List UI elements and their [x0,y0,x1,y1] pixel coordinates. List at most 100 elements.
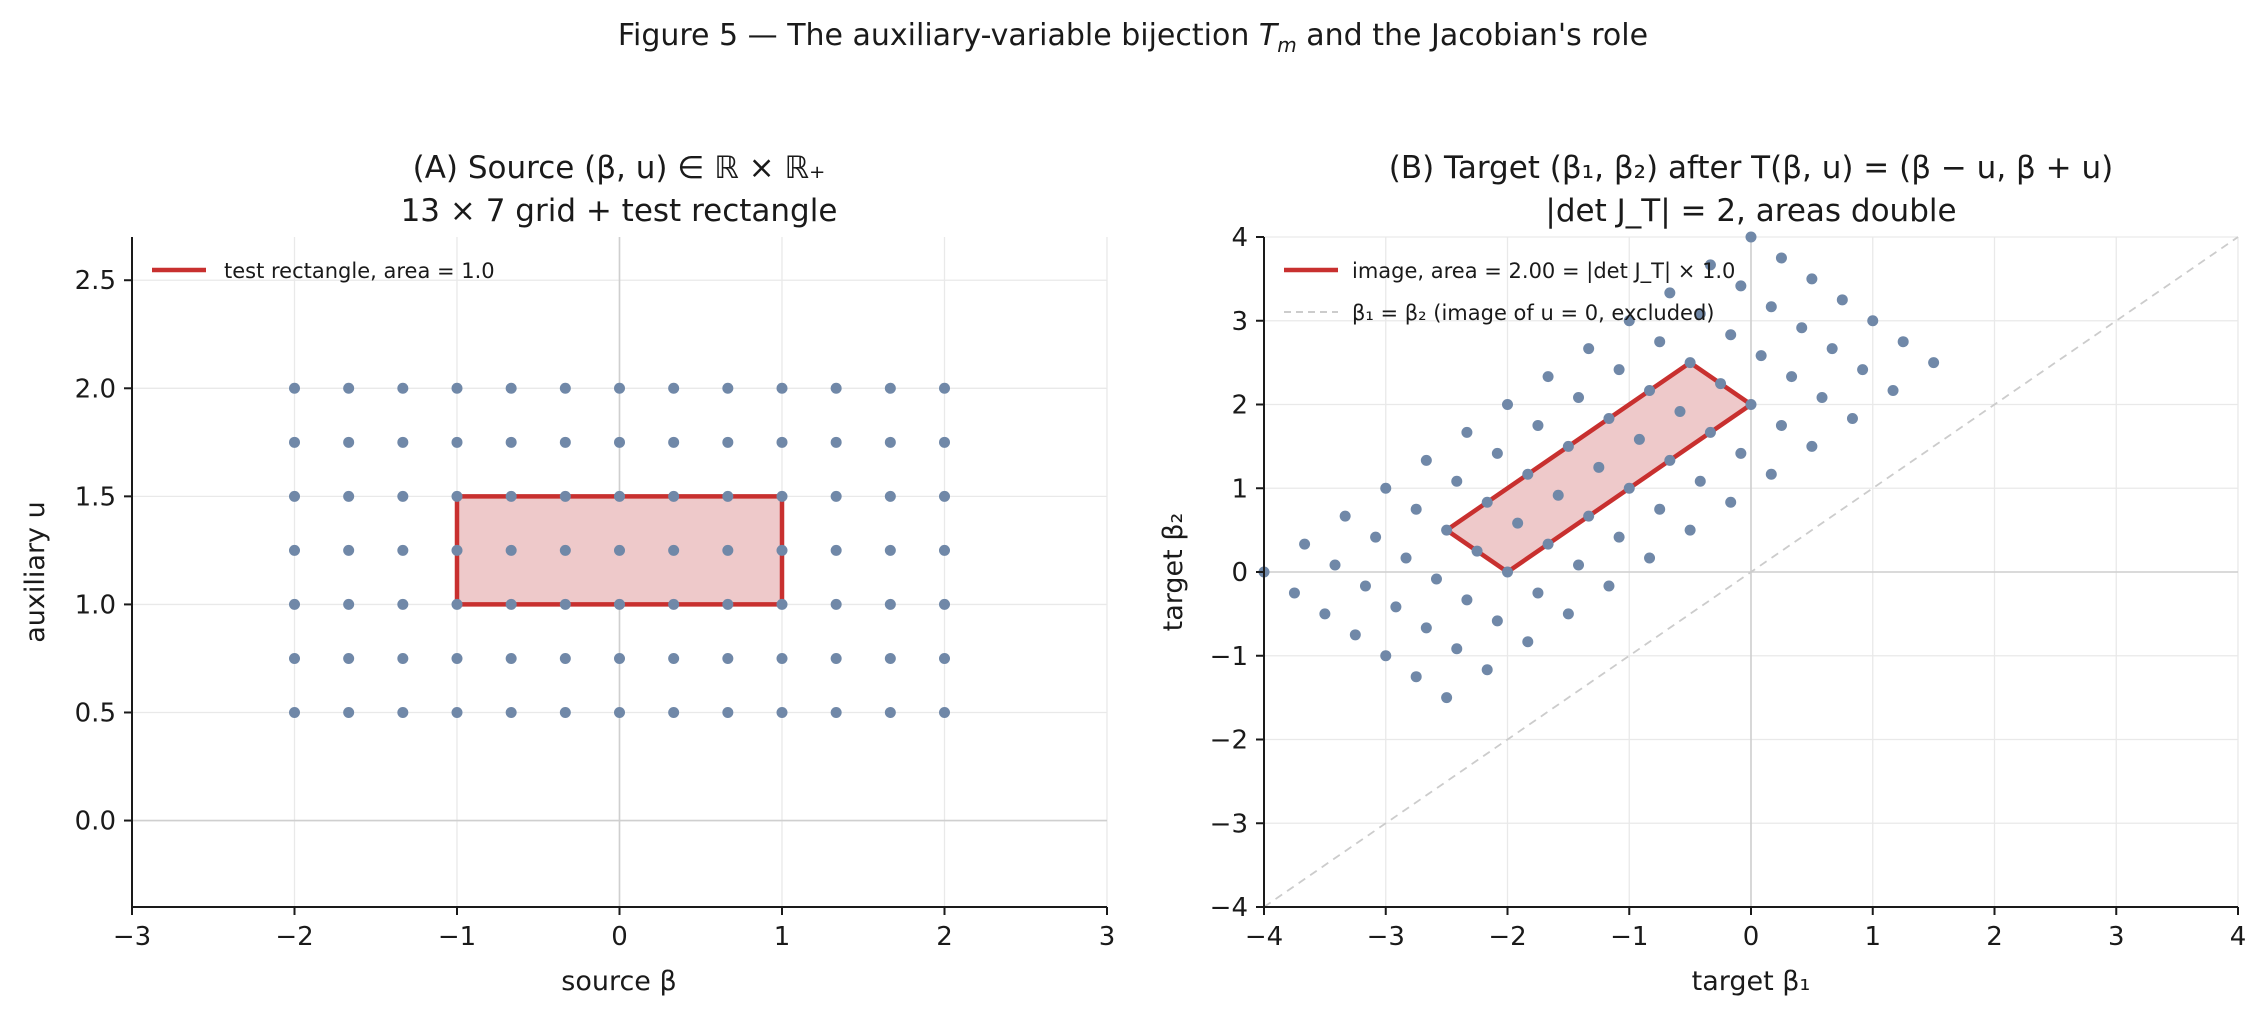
data-point [397,706,409,718]
data-point [722,436,734,448]
x-tick-label: 2 [1986,922,2003,952]
data-point [884,490,896,502]
y-tick-label: 2.0 [75,374,116,404]
data-point [1613,531,1625,543]
data-point [1694,475,1706,487]
data-point [1644,385,1656,397]
x-tick-label: 1 [1864,922,1881,952]
panel-a-grid-points [289,382,950,718]
data-point [1664,287,1676,299]
x-tick-label: 0 [1743,922,1760,952]
data-point [668,382,680,394]
data-point [1349,629,1361,641]
data-point [1451,475,1463,487]
data-point [776,544,788,556]
data-point [1654,336,1666,348]
data-point [343,544,355,556]
data-point [614,544,625,556]
data-point [1633,433,1645,445]
data-point [343,652,355,664]
panel-a-source: (A) Source (β, u) ∈ ℝ × ℝ₊ 13 × 7 grid +… [20,150,1115,997]
data-point [1583,510,1595,522]
data-point [1329,559,1341,571]
data-point [1704,426,1716,438]
data-point [1725,329,1737,341]
data-point [668,598,680,610]
data-point [1420,454,1432,466]
data-point [1867,315,1879,327]
data-point [559,598,571,610]
data-point [722,598,734,610]
data-point [1502,399,1513,410]
data-point [1410,671,1422,683]
y-tick-label: 0.0 [75,807,116,837]
panel-a-title-line1: (A) Source (β, u) ∈ ℝ × ℝ₊ [413,150,826,186]
data-point [289,490,300,502]
data-point [1583,343,1595,355]
data-point [939,544,950,556]
data-point [830,544,842,556]
data-point [1603,580,1615,592]
data-point [1684,524,1696,536]
data-point [1857,364,1869,376]
data-point [668,490,680,502]
data-point [1694,308,1706,320]
y-tick-label: −2 [1210,726,1248,756]
panel-b-title-line2: |det J_T| = 2, areas double [1545,193,1956,229]
data-point [1390,601,1402,613]
data-point [1735,447,1747,459]
panel-a-legend: test rectangle, area = 1.0 [152,259,495,283]
data-point [668,436,680,448]
data-point [1887,385,1899,397]
data-point [1532,587,1544,599]
data-point [1846,412,1858,424]
data-point [343,382,355,394]
data-point [884,436,896,448]
data-point [505,706,517,718]
data-point [722,490,734,502]
y-tick-label: 0 [1231,558,1248,588]
data-point [451,544,463,556]
x-tick-label: −3 [113,922,151,952]
data-point [451,706,463,718]
panel-b-legend-label-image: image, area = 2.00 = |det J_T| × 1.0 [1352,259,1735,284]
data-point [668,652,680,664]
data-point [668,544,680,556]
data-point [614,436,625,448]
data-point [614,382,625,394]
data-point [1745,231,1757,243]
y-tick-label: 1.5 [75,482,116,512]
data-point [1826,343,1838,355]
data-point [884,652,896,664]
panel-b-title-line1: (B) Target (β₁, β₂) after T(β, u) = (β −… [1389,150,2114,186]
data-point [1715,378,1727,390]
data-point [1461,426,1473,438]
data-point [1502,566,1513,578]
data-point [451,598,463,610]
data-point [1684,357,1696,369]
data-point [1522,468,1534,480]
data-point [1359,580,1371,592]
data-point [1319,608,1331,620]
y-tick-label: 3 [1231,307,1248,337]
data-point [1552,489,1564,501]
data-point [884,382,896,394]
data-point [776,598,788,610]
x-tick-label: 3 [2108,922,2125,952]
y-tick-label: 2 [1231,391,1248,421]
data-point [397,490,409,502]
x-tick-label: 0 [611,922,628,952]
panel-b-target: (B) Target (β₁, β₂) after T(β, u) = (β −… [1158,150,2246,997]
x-tick-label: 1 [774,922,791,952]
data-point [1796,322,1808,334]
data-point [397,436,409,448]
data-point [1451,643,1463,655]
data-point [1481,496,1493,508]
data-point [776,382,788,394]
data-point [614,706,625,718]
data-point [1299,538,1311,550]
x-tick-label: −2 [1488,922,1526,952]
x-tick-label: 4 [2230,922,2247,952]
data-point [397,544,409,556]
